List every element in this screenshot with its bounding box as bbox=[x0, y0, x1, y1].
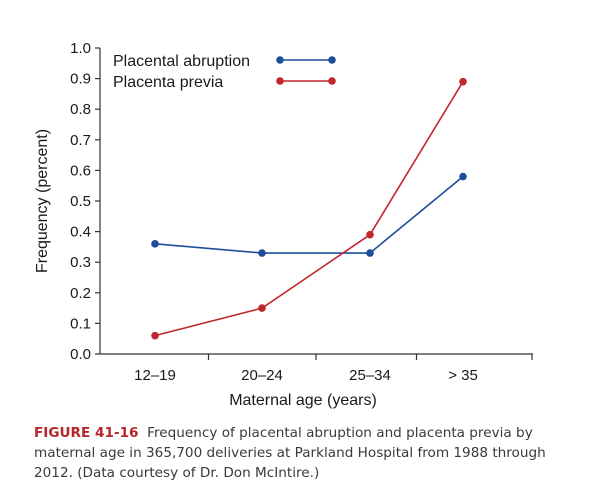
y-tick-label: 0.8 bbox=[70, 101, 91, 118]
legend-label: Placental abruption bbox=[113, 53, 250, 70]
x-tick-label: 20–24 bbox=[241, 367, 283, 384]
y-tick-label: 0.3 bbox=[70, 254, 91, 271]
y-tick-label: 0.5 bbox=[70, 193, 91, 210]
y-tick-label: 0.9 bbox=[70, 71, 91, 88]
data-point bbox=[258, 249, 266, 257]
chart-axes bbox=[99, 48, 533, 355]
x-tick-label: 12–19 bbox=[134, 367, 176, 384]
x-tick-label: 25–34 bbox=[349, 367, 391, 384]
data-point bbox=[366, 230, 374, 239]
legend-marker bbox=[328, 77, 336, 85]
y-axis-label: Frequency (percent) bbox=[34, 129, 51, 273]
legend-marker bbox=[328, 56, 336, 64]
y-tick-label: 0.6 bbox=[70, 162, 91, 179]
data-point bbox=[151, 240, 159, 248]
y-tick-label: 0.2 bbox=[70, 285, 91, 302]
chart-series bbox=[151, 77, 467, 340]
series-line-0 bbox=[154, 175, 464, 254]
series-line-1 bbox=[154, 81, 464, 337]
y-axis-ticks: 0.0 0.1 0.2 0.3 0.4 0.5 0.6 0.7 0.8 0.9 1.0 bbox=[70, 40, 100, 363]
figure-caption: FIGURE 41-16 Frequency of placental abru… bbox=[34, 423, 574, 483]
line-chart: 0.0 0.1 0.2 0.3 0.4 0.5 0.6 0.7 0.8 0.9 1.0 12–19 2… bbox=[34, 40, 533, 409]
data-point bbox=[459, 172, 467, 181]
y-tick-label: 0.4 bbox=[70, 224, 91, 241]
chart-legend: Placental abruption Placenta previa bbox=[113, 53, 336, 91]
x-axis-ticks: 12–19 20–24 25–34 > 35 bbox=[134, 354, 533, 384]
y-tick-label: 0.0 bbox=[70, 346, 91, 363]
data-point bbox=[151, 331, 159, 340]
data-point bbox=[366, 249, 374, 257]
x-tick-label: > 35 bbox=[448, 367, 478, 384]
figure-label: FIGURE 41-16 bbox=[34, 425, 139, 441]
legend-label: Placenta previa bbox=[113, 74, 223, 91]
x-axis-label: Maternal age (years) bbox=[229, 392, 377, 409]
legend-marker bbox=[276, 77, 284, 85]
data-point bbox=[459, 77, 467, 86]
y-tick-label: 0.1 bbox=[70, 315, 91, 332]
data-point bbox=[258, 304, 266, 312]
figure-caption-text: Frequency of placental abruption and pla… bbox=[34, 425, 546, 481]
legend-marker bbox=[276, 56, 284, 64]
y-tick-label: 0.7 bbox=[70, 132, 91, 149]
y-tick-label: 1.0 bbox=[70, 40, 91, 57]
